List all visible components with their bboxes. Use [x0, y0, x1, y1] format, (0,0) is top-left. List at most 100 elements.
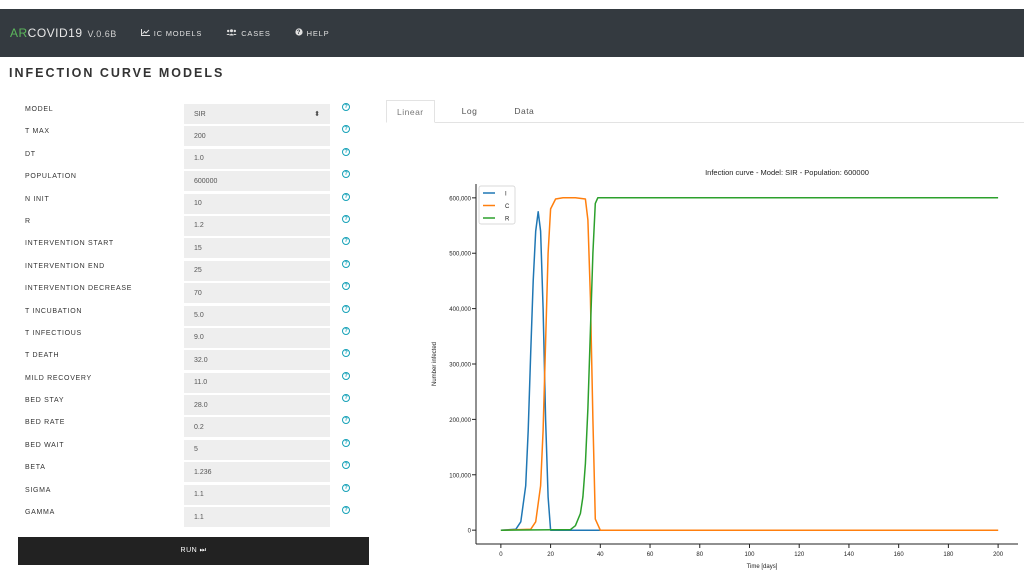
- field-label-bed-stay: BED STAY: [25, 397, 65, 405]
- field-value: 15: [194, 244, 202, 252]
- form-row-t-infectious: T INFECTIOUS 9.0?: [18, 324, 368, 348]
- field-value: 5: [194, 446, 198, 454]
- help-icon[interactable]: ?: [342, 147, 350, 156]
- tab-data[interactable]: Data: [514, 106, 535, 116]
- brand-logo[interactable]: AR COVID19 V.0.6B: [10, 26, 117, 40]
- y-axis-label: Number infected: [432, 342, 438, 386]
- input-mild-recovery[interactable]: 11.0: [184, 372, 330, 393]
- input-bed-stay[interactable]: 28.0: [184, 395, 330, 416]
- field-value: 9.0: [194, 334, 204, 342]
- input-intervention-end[interactable]: 25: [184, 260, 330, 281]
- form-row-model: MODEL SIR ⬍?: [18, 100, 368, 124]
- brand-name: COVID19: [27, 26, 83, 40]
- input-t-max[interactable]: 200: [184, 126, 330, 147]
- form-row-t-incubation: T INCUBATION 5.0?: [18, 302, 368, 326]
- help-icon[interactable]: ?: [342, 125, 350, 134]
- x-axis-label: Time [days]: [747, 564, 778, 570]
- input-dt[interactable]: 1.0: [184, 148, 330, 169]
- input-gamma[interactable]: 1.1: [184, 507, 330, 528]
- x-tick-label: 60: [647, 552, 654, 558]
- x-tick-label: 0: [499, 552, 503, 558]
- field-label-intervention-decrease: INTERVENTION DECREASE: [25, 285, 133, 293]
- input-n-init[interactable]: 10: [184, 193, 330, 214]
- input-bed-wait[interactable]: 5: [184, 439, 330, 460]
- help-icon[interactable]: ?: [342, 326, 350, 335]
- input-sigma[interactable]: 1.1: [184, 484, 330, 505]
- y-tick-label: 0: [468, 529, 472, 535]
- input-intervention-start[interactable]: 15: [184, 238, 330, 259]
- field-value: 600000: [194, 177, 218, 185]
- help-icon[interactable]: ?: [342, 170, 350, 179]
- field-value: 1.1: [194, 491, 204, 499]
- input-beta[interactable]: 1.236: [184, 462, 330, 483]
- navbar: AR COVID19 V.0.6B IC MODELS CASES ? HELP: [0, 9, 1024, 57]
- help-icon[interactable]: ?: [342, 506, 350, 515]
- infection-curve-chart: Infection curve - Model: SIR - Populatio…: [432, 168, 1018, 570]
- help-icon[interactable]: ?: [342, 214, 350, 223]
- form-row-bed-rate: BED RATE 0.2?: [18, 413, 368, 438]
- help-icon[interactable]: ?: [342, 371, 350, 380]
- users-icon: [226, 28, 237, 38]
- help-icon[interactable]: ?: [342, 461, 350, 470]
- field-value: SIR: [194, 110, 206, 118]
- help-icon[interactable]: ?: [342, 349, 350, 358]
- field-value: 1.236: [194, 468, 212, 476]
- field-label-n-init: N INIT: [25, 195, 50, 203]
- form-row-intervention-start: INTERVENTION START 15?: [18, 234, 368, 259]
- input-t-incubation[interactable]: 5.0: [184, 305, 330, 326]
- run-button[interactable]: RUN ⏭: [18, 537, 369, 565]
- x-tick-label: 20: [547, 552, 554, 558]
- select-model[interactable]: SIR ⬍: [184, 104, 330, 124]
- field-label-t-max: T MAX: [25, 128, 50, 136]
- y-tick-label: 400,000: [449, 307, 471, 313]
- help-icon[interactable]: ?: [342, 416, 350, 425]
- chart-tabs: Linear Log Data: [386, 100, 1024, 123]
- x-tick-label: 140: [844, 552, 855, 558]
- field-label-sigma: SIGMA: [25, 486, 52, 494]
- chart-title: Infection curve - Model: SIR - Populatio…: [705, 168, 869, 177]
- series-line-r: [500, 197, 999, 531]
- help-icon[interactable]: ?: [342, 282, 350, 291]
- x-tick-label: 180: [943, 552, 954, 558]
- top-strip: [0, 0, 1024, 9]
- field-value: 1.2: [194, 222, 204, 230]
- help-icon[interactable]: ?: [342, 438, 350, 447]
- form-row-intervention-end: INTERVENTION END 25?: [18, 257, 368, 281]
- y-tick-label: 200,000: [449, 418, 471, 424]
- form-row-intervention-decrease: INTERVENTION DECREASE 70?: [18, 279, 368, 304]
- input-t-death[interactable]: 32.0: [184, 350, 330, 371]
- tab-log[interactable]: Log: [461, 106, 478, 116]
- form-row-n-init: N INIT 10?: [18, 190, 368, 214]
- help-icon[interactable]: ?: [342, 304, 350, 313]
- help-icon[interactable]: ?: [342, 394, 350, 403]
- tab-linear[interactable]: Linear: [386, 100, 435, 123]
- field-value: 1.1: [194, 513, 204, 521]
- input-population[interactable]: 600000: [184, 171, 330, 192]
- help-icon[interactable]: ?: [342, 237, 350, 246]
- help-icon[interactable]: ?: [342, 192, 350, 201]
- field-label-intervention-end: INTERVENTION END: [25, 262, 105, 270]
- nav-link-ic-models[interactable]: IC MODELS: [140, 28, 202, 38]
- help-icon[interactable]: ?: [342, 259, 350, 268]
- field-label-r: R: [25, 217, 31, 225]
- field-value: 25: [194, 267, 202, 275]
- y-tick-label: 600,000: [449, 196, 471, 202]
- input-r[interactable]: 1.2: [184, 215, 330, 236]
- input-bed-rate[interactable]: 0.2: [184, 417, 330, 438]
- help-icon[interactable]: ?: [342, 483, 350, 492]
- help-icon[interactable]: ?: [342, 103, 350, 111]
- field-label-bed-rate: BED RATE: [25, 419, 66, 427]
- form-row-dt: DT 1.0?: [18, 145, 368, 169]
- input-t-infectious[interactable]: 9.0: [184, 327, 330, 348]
- field-label-intervention-start: INTERVENTION START: [25, 240, 114, 248]
- field-label-mild-recovery: MILD RECOVERY: [25, 374, 92, 382]
- y-tick-label: 500,000: [449, 252, 471, 258]
- field-label-model: MODEL: [25, 106, 54, 113]
- nav-link-help[interactable]: ? HELP: [295, 28, 330, 38]
- y-tick-label: 300,000: [449, 363, 471, 369]
- field-label-gamma: GAMMA: [25, 509, 55, 517]
- field-label-t-incubation: T INCUBATION: [25, 307, 83, 315]
- nav-link-cases[interactable]: CASES: [226, 29, 270, 38]
- input-intervention-decrease[interactable]: 70: [184, 283, 330, 304]
- nav-link-label: CASES: [241, 28, 271, 38]
